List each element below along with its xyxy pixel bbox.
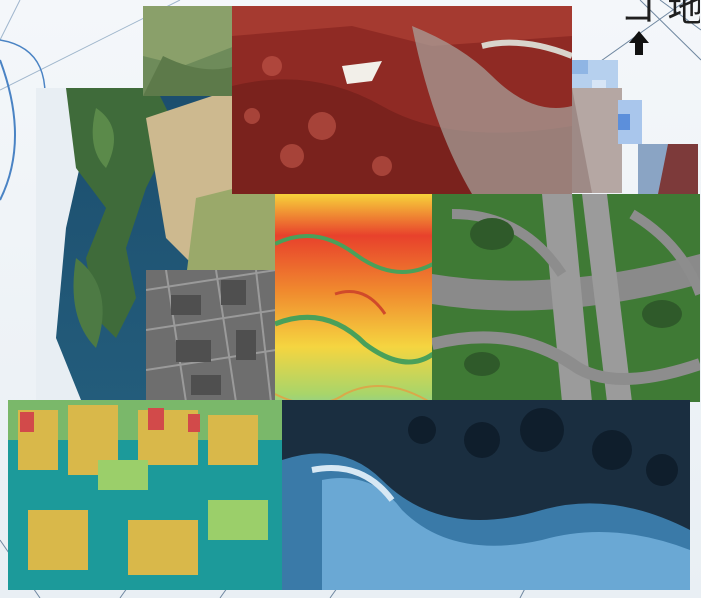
3d-surface-image	[8, 400, 282, 590]
up-arrow-icon	[629, 31, 649, 55]
coastal-edge-image	[638, 144, 698, 194]
aerial-city-edge-image	[572, 88, 622, 193]
false-color-aerial-image	[232, 6, 572, 194]
highway-interchange-image	[432, 194, 700, 402]
satellite-terrain-image	[143, 6, 235, 96]
corner-heading-text: コ 地	[620, 0, 700, 28]
blue-pixel-edge-image	[618, 100, 642, 144]
grayscale-city-image	[146, 270, 276, 402]
glacier-aerial-image	[282, 400, 690, 590]
